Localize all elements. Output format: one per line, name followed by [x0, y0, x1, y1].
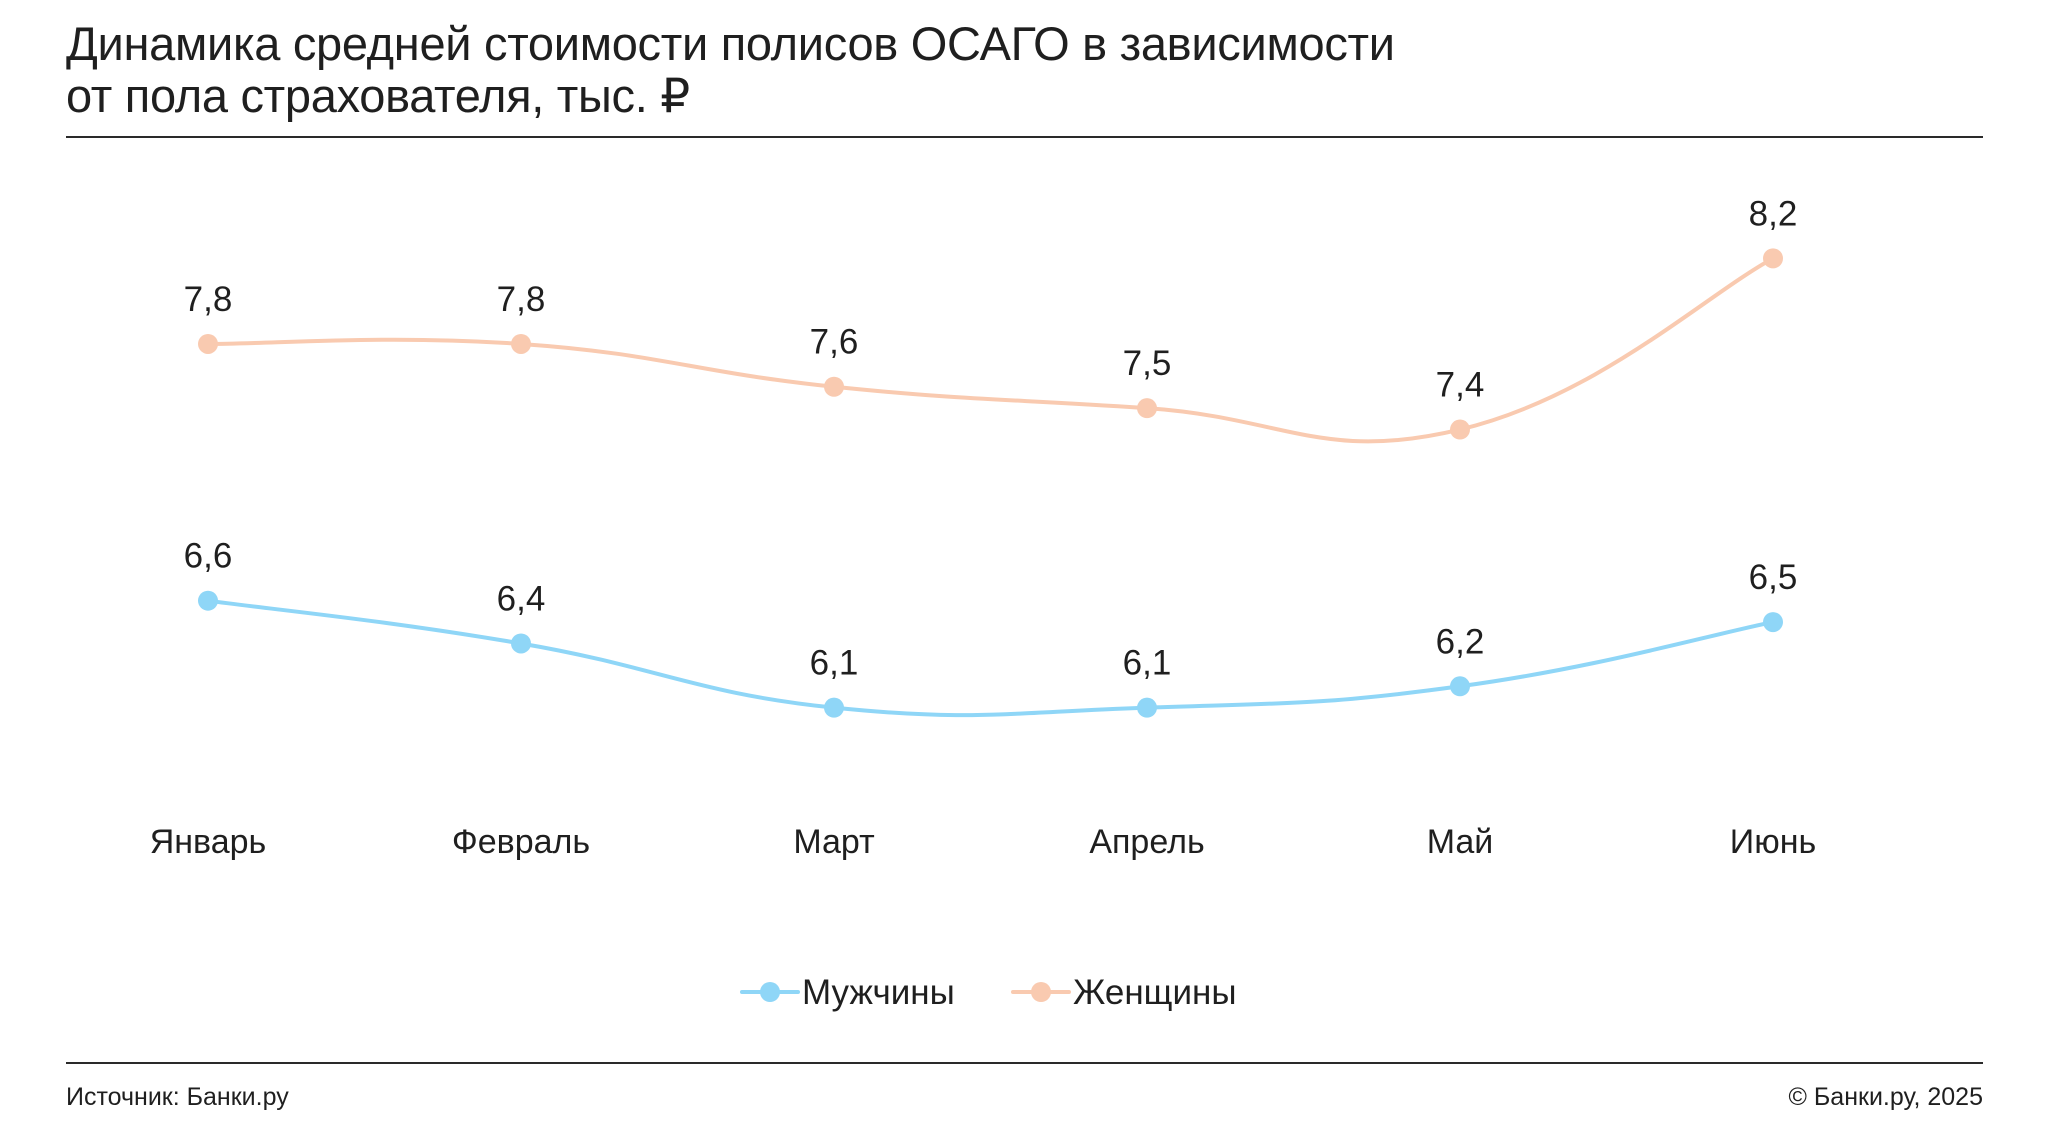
data-point-men-5 — [1450, 676, 1470, 697]
x-tick-label-4: Апрель — [1089, 823, 1204, 861]
data-label-women-6: 8,2 — [1749, 194, 1798, 233]
data-point-women-4 — [1137, 398, 1157, 419]
top-divider — [66, 136, 1983, 138]
data-point-men-2 — [511, 633, 531, 654]
x-tick-label-6: Июнь — [1730, 823, 1816, 861]
source-note: Источник: Банки.ру — [66, 1083, 289, 1111]
data-point-men-3 — [824, 697, 844, 718]
legend-item-women: Женщины — [1011, 973, 1237, 1012]
data-point-men-4 — [1137, 697, 1157, 718]
chart-title-line-1: Динамика средней стоимости полисов ОСАГО… — [66, 17, 1395, 70]
data-point-women-2 — [511, 333, 531, 354]
data-label-women-5: 7,4 — [1436, 366, 1485, 405]
legend-label-women: Женщины — [1073, 973, 1237, 1012]
legend-label-men: Мужчины — [802, 973, 955, 1012]
data-label-men-1: 6,6 — [184, 537, 233, 576]
data-point-women-3 — [824, 376, 844, 397]
data-label-men-2: 6,4 — [497, 579, 546, 618]
chart-title: Динамика средней стоимости полисов ОСАГО… — [66, 18, 1666, 122]
data-label-men-4: 6,1 — [1123, 644, 1172, 683]
data-point-women-1 — [198, 333, 218, 354]
legend-item-men: Мужчины — [740, 973, 955, 1012]
x-tick-label-2: Февраль — [452, 823, 590, 861]
series-line-women — [206, 256, 1775, 444]
data-label-men-6: 6,5 — [1749, 558, 1798, 597]
data-label-women-4: 7,5 — [1123, 344, 1172, 383]
data-point-women-6 — [1763, 248, 1783, 269]
data-label-women-2: 7,8 — [497, 280, 546, 319]
data-point-men-1 — [198, 590, 218, 611]
data-point-men-6 — [1763, 612, 1783, 633]
bottom-divider — [66, 1062, 1983, 1064]
data-label-women-3: 7,6 — [810, 323, 859, 362]
x-tick-label-5: Май — [1427, 823, 1494, 861]
series-men: 6,6 6,4 6,1 6,1 6,2 6,5 — [184, 537, 1798, 718]
legend: Мужчины Женщины — [740, 973, 1237, 1012]
x-tick-label-1: Январь — [150, 823, 267, 861]
x-tick-label-3: Март — [793, 823, 874, 861]
series-women: 7,8 7,8 7,6 7,5 7,4 8,2 — [184, 194, 1798, 444]
series-line-men — [206, 598, 1775, 718]
legend-swatch-dot-men — [760, 982, 780, 1002]
data-label-men-5: 6,2 — [1436, 622, 1485, 661]
data-label-men-3: 6,1 — [810, 644, 859, 683]
copyright-note: © Банки.ру, 2025 — [1788, 1083, 1983, 1111]
legend-swatch-dot-women — [1031, 982, 1051, 1002]
data-point-women-5 — [1450, 419, 1470, 440]
data-label-women-1: 7,8 — [184, 280, 233, 319]
chart-title-line-2: от пола страхователя, тыс. ₽ — [66, 69, 690, 122]
